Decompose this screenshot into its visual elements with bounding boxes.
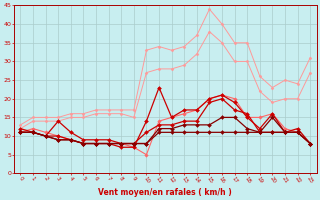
X-axis label: Vent moyen/en rafales ( km/h ): Vent moyen/en rafales ( km/h ) — [99, 188, 232, 197]
